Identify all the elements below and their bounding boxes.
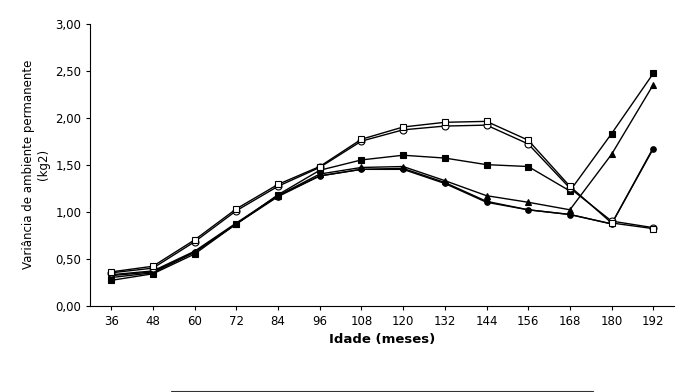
Y-axis label: Variância de ambiente permanente
(kg2): Variância de ambiente permanente (kg2) [22, 60, 50, 269]
X-axis label: Idade (meses): Idade (meses) [329, 333, 435, 347]
Legend: K3E1, K3E2, K3E3, K3E4, K4E4, K5E4: K3E1, K3E2, K3E3, K3E4, K4E4, K5E4 [171, 391, 594, 392]
